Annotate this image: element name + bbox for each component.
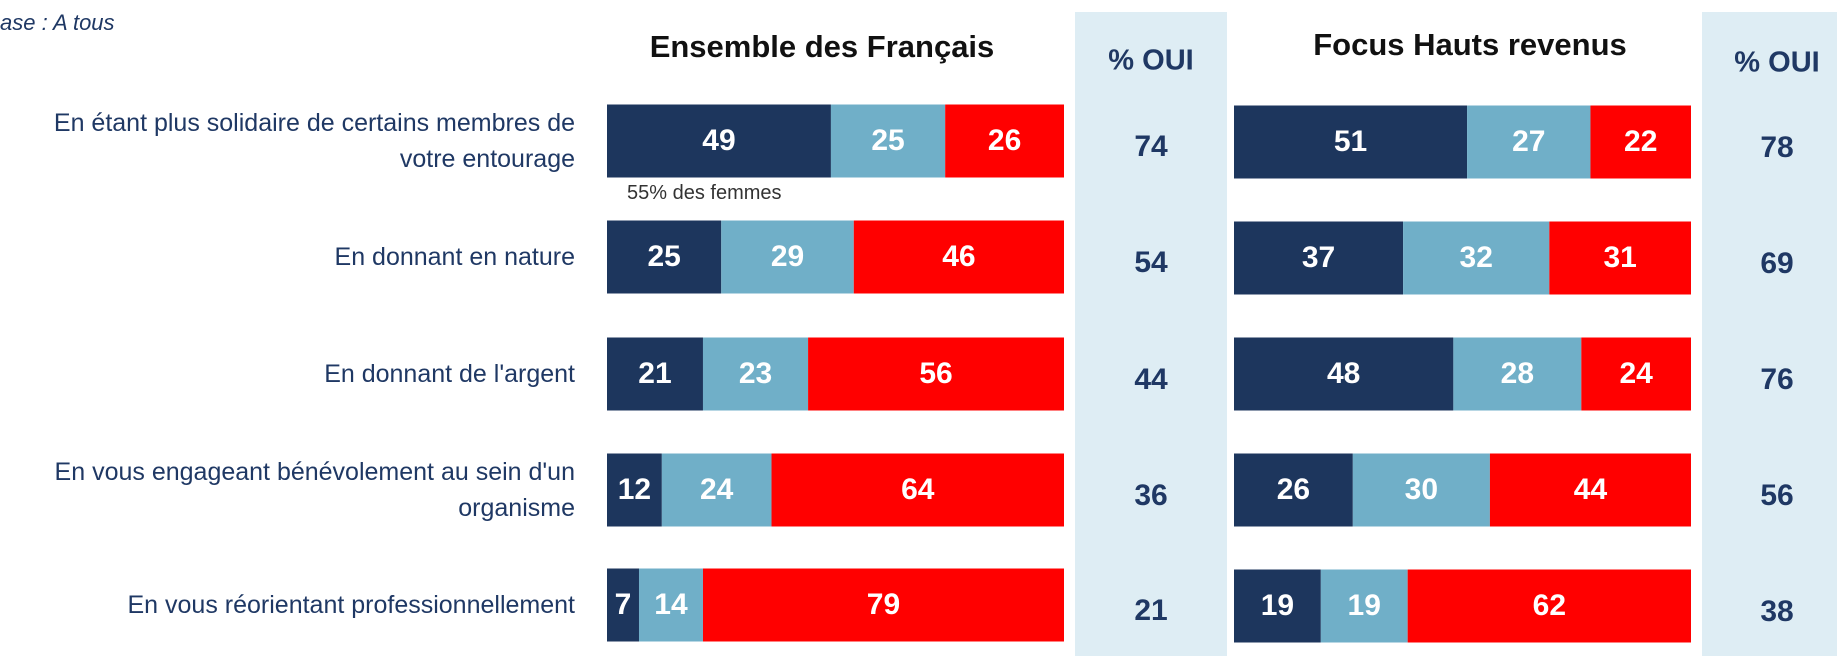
data-label: 79: [867, 588, 900, 621]
oui-value: 69: [1760, 247, 1793, 280]
bar-segment: [1549, 221, 1691, 295]
data-label: 24: [700, 473, 734, 506]
data-label: 25: [647, 240, 680, 273]
data-label: 19: [1348, 589, 1381, 622]
data-label: 64: [901, 473, 935, 506]
data-label: 29: [771, 240, 804, 273]
oui-header: % OUI: [1108, 45, 1193, 77]
bar-segment: [607, 337, 703, 411]
oui-column: [1075, 12, 1227, 656]
bar-segment: [607, 104, 831, 178]
bar-segment: [1352, 453, 1490, 527]
data-label: 24: [1619, 357, 1653, 390]
chart-title: Ensemble des Français: [650, 29, 995, 64]
data-label: 26: [988, 124, 1021, 157]
bar-segment: [853, 220, 1064, 294]
oui-value: 78: [1760, 131, 1793, 164]
data-label: 37: [1302, 241, 1335, 274]
bar-segment: [1403, 221, 1550, 295]
data-label: 56: [919, 357, 952, 390]
bar-segment: [702, 568, 1064, 642]
bar-segment: [1467, 105, 1591, 179]
data-label: 26: [1277, 473, 1310, 506]
oui-header: % OUI: [1734, 47, 1819, 79]
bar-segment: [1320, 569, 1408, 643]
data-label: 14: [654, 588, 688, 621]
data-label: 21: [638, 357, 671, 390]
oui-column: [1702, 12, 1837, 656]
data-label: 7: [615, 588, 632, 621]
data-label: 51: [1334, 125, 1367, 158]
data-label: 25: [871, 124, 904, 157]
bar-segment: [1581, 337, 1691, 411]
bar-segment: [808, 337, 1064, 411]
data-label: 46: [942, 240, 975, 273]
bar-segment: [771, 453, 1064, 527]
oui-value: 38: [1760, 595, 1793, 628]
chart-title: Focus Hauts revenus: [1313, 27, 1627, 62]
bar-segment: [1234, 221, 1404, 295]
category-label: En étant plus solidaire de certains memb…: [53, 109, 575, 173]
data-label: 22: [1624, 125, 1657, 158]
bar-segment: [945, 104, 1064, 178]
base-note: ase : A tous: [0, 10, 115, 35]
oui-value: 44: [1134, 363, 1168, 396]
bar-segment: [1234, 453, 1353, 527]
bar-segment: [1590, 105, 1691, 179]
oui-value: 56: [1760, 479, 1793, 512]
data-label: 19: [1261, 589, 1294, 622]
data-label: 31: [1603, 241, 1636, 274]
bar-segment: [607, 220, 722, 294]
bar-segment: [721, 220, 854, 294]
bar-segment: [1234, 337, 1454, 411]
data-label: 27: [1512, 125, 1545, 158]
data-label: 48: [1327, 357, 1360, 390]
bar-segment: [1453, 337, 1582, 411]
data-label: 32: [1460, 241, 1493, 274]
bar-segment: [1407, 569, 1691, 643]
bar-segment: [702, 337, 809, 411]
category-label: En donnant en nature: [334, 243, 575, 271]
oui-value: 36: [1134, 479, 1167, 512]
oui-value: 54: [1134, 246, 1168, 279]
bar-segment: [1234, 105, 1468, 179]
oui-value: 74: [1134, 130, 1168, 163]
bar-segment: [607, 453, 662, 527]
category-label: En vous réorientant professionnellement: [127, 591, 576, 619]
data-label: 23: [739, 357, 772, 390]
category-label: En donnant de l'argent: [324, 360, 575, 388]
category-label: En vous engageant bénévolement au sein d…: [54, 458, 575, 522]
bar-segment: [638, 568, 703, 642]
bar-segment: [1234, 569, 1321, 643]
data-label: 12: [618, 473, 651, 506]
data-label: 62: [1533, 589, 1566, 622]
oui-value: 21: [1134, 594, 1167, 627]
data-label: 44: [1574, 473, 1608, 506]
bar-segment: [661, 453, 772, 527]
data-label: 49: [702, 124, 735, 157]
data-label: 28: [1501, 357, 1534, 390]
data-label: 30: [1405, 473, 1438, 506]
bar-segment: [607, 568, 639, 642]
annotation: 55% des femmes: [627, 182, 782, 204]
oui-value: 76: [1760, 363, 1793, 396]
bar-segment: [1489, 453, 1691, 527]
bar-segment: [830, 104, 946, 178]
